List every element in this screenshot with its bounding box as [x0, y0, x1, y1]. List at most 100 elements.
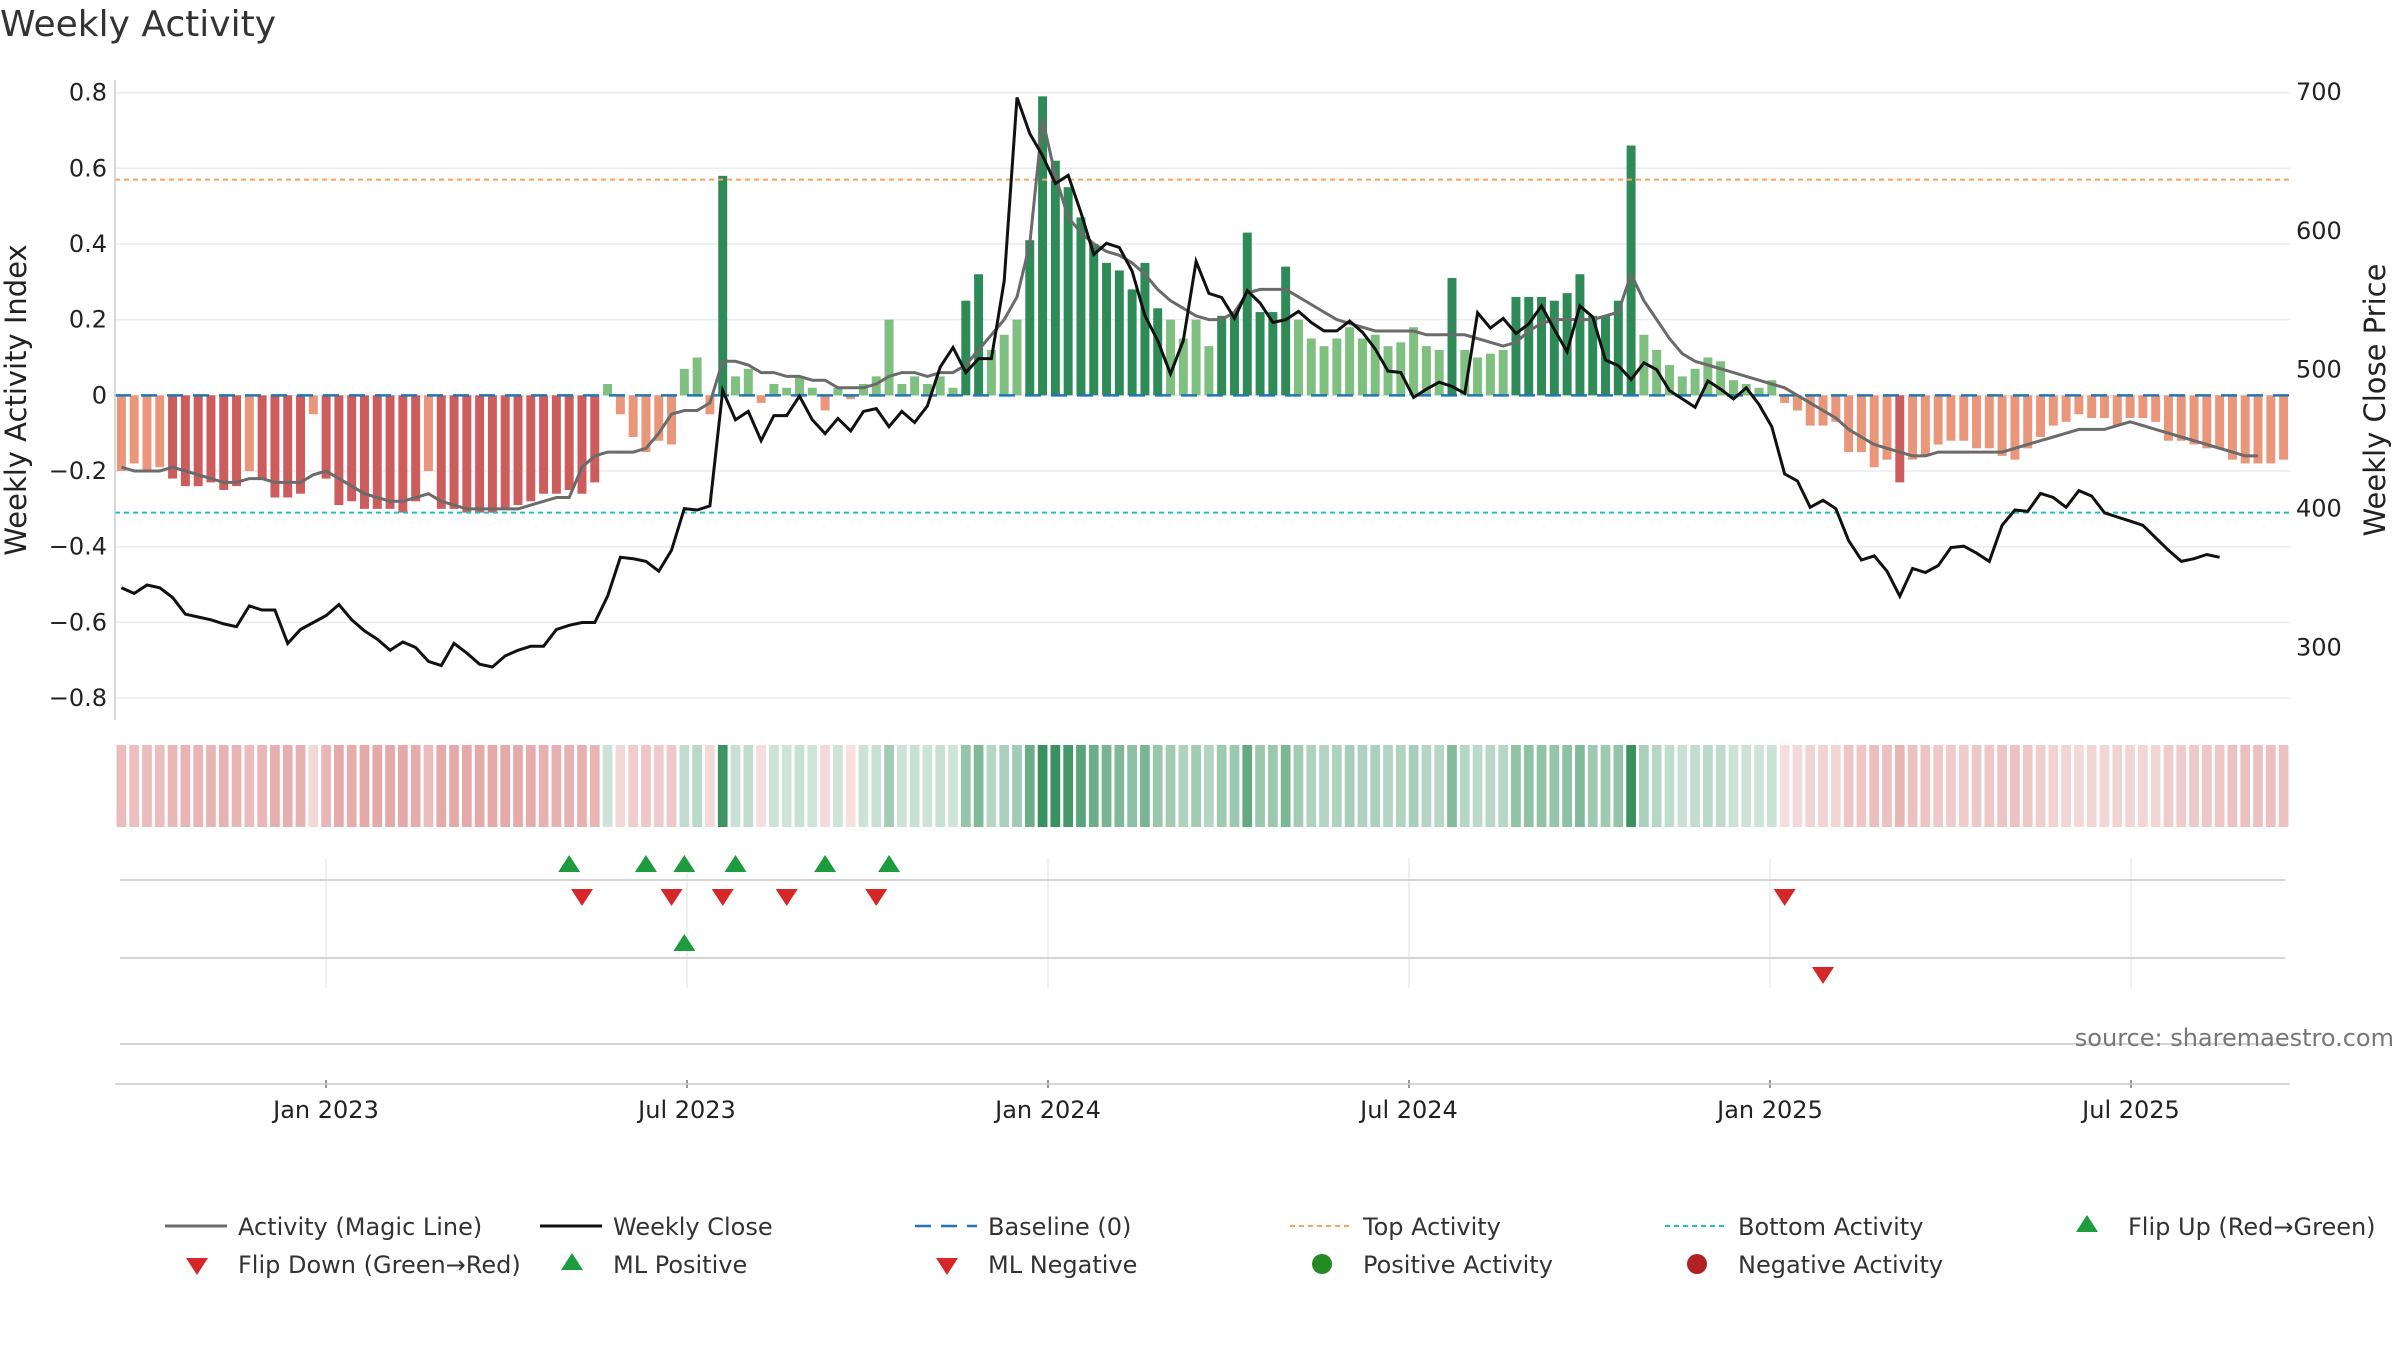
heat-cell	[1664, 745, 1675, 827]
y-left-tick-label: 0.8	[69, 79, 107, 107]
activity-bar	[334, 395, 344, 506]
heat-cell	[449, 745, 459, 827]
activity-bar	[2189, 395, 2199, 445]
activity-bar	[2112, 395, 2122, 426]
activity-bar	[1153, 308, 1163, 396]
heat-cell	[794, 745, 805, 827]
heat-cell	[1037, 745, 1048, 827]
heat-cell	[1587, 745, 1598, 827]
heat-cell	[487, 745, 498, 827]
activity-bar	[1434, 349, 1444, 396]
activity-bar	[2010, 395, 2020, 460]
heat-cell	[1933, 745, 1944, 827]
activity-bar	[1485, 353, 1495, 396]
heat-cell	[154, 745, 165, 827]
heat-cell	[1830, 745, 1841, 827]
heat-cell	[2253, 745, 2263, 827]
activity-bar	[193, 395, 203, 487]
activity-bar	[986, 349, 996, 396]
heat-cell	[896, 745, 907, 827]
activity-bar	[2279, 395, 2289, 460]
legend-entry-label: Positive Activity	[1363, 1251, 1553, 1279]
heat-cell	[999, 745, 1010, 827]
heat-cell	[564, 745, 575, 827]
activity-bar	[1498, 349, 1508, 396]
activity-bar	[628, 395, 638, 437]
ml-negative-marker	[1812, 967, 1835, 984]
reference-lines	[115, 178, 2290, 514]
activity-bar	[116, 395, 126, 472]
activity-bar	[385, 395, 395, 509]
activity-bar	[372, 395, 382, 509]
legend-entry-label: ML Positive	[613, 1251, 747, 1279]
activity-bar	[283, 395, 293, 498]
heat-cell	[960, 745, 971, 827]
heat-cell	[1242, 745, 1253, 827]
activity-bar	[1050, 160, 1060, 396]
heat-cell	[2278, 745, 2289, 827]
heat-cell	[167, 745, 178, 827]
heat-cell	[1088, 745, 1099, 827]
heat-cell	[1818, 745, 1828, 827]
heat-cell	[1856, 745, 1867, 827]
heat-cell	[2150, 745, 2161, 827]
heat-cell	[922, 745, 933, 827]
activity-bar	[1281, 266, 1291, 396]
heat-cell	[1498, 745, 1509, 827]
heat-cell	[1536, 745, 1547, 827]
heat-cell	[1575, 745, 1585, 827]
activity-bar	[2074, 395, 2084, 415]
heat-cell	[1472, 745, 1483, 827]
activity-bar	[168, 395, 178, 479]
heat-cell	[346, 745, 357, 827]
y-left-axis-title: Weekly Activity Index	[0, 244, 33, 555]
heat-cell	[2112, 745, 2123, 827]
activity-bar	[743, 368, 753, 396]
activity-bar	[807, 387, 817, 396]
activity-bar	[1716, 361, 1726, 396]
heat-cell	[295, 745, 306, 827]
activity-bar	[1178, 338, 1188, 396]
heat-cell	[2074, 745, 2084, 827]
heat-cell	[1408, 745, 1419, 827]
flip-down-marker	[865, 889, 888, 906]
heat-cell	[180, 745, 191, 827]
y-right-tick-label: 400	[2296, 495, 2342, 523]
heat-cell	[2227, 745, 2238, 827]
x-tick-label: Jan 2025	[1715, 1096, 1823, 1124]
heat-cell	[1677, 745, 1688, 827]
legend-entry-label: Baseline (0)	[988, 1213, 1131, 1241]
activity-bar	[667, 395, 677, 445]
activity-bar	[1191, 319, 1201, 396]
heat-cell	[1204, 745, 1214, 827]
heat-cell	[1012, 745, 1022, 827]
x-tick-label: Jul 2025	[2080, 1096, 2180, 1124]
heat-cell	[1140, 745, 1150, 827]
activity-bar	[1946, 395, 1956, 441]
activity-bar	[1997, 395, 2007, 456]
activity-bar	[615, 395, 625, 415]
legend-entry-label: Bottom Activity	[1738, 1213, 1923, 1241]
flip-up-marker	[634, 855, 657, 872]
activity-bar	[935, 376, 945, 396]
activity-bar	[820, 395, 830, 411]
activity-bar	[2176, 395, 2186, 441]
heat-cell	[1971, 745, 1982, 827]
activity-heat-strip	[116, 745, 2289, 827]
heat-cell	[653, 745, 664, 827]
heat-cell	[730, 745, 741, 827]
heat-cell	[948, 745, 958, 827]
activity-bar	[1012, 319, 1022, 396]
activity-bar	[1076, 217, 1086, 396]
activity-bar	[2048, 395, 2058, 426]
legend-swatch-ml-negative	[936, 1258, 958, 1275]
activity-bar	[1345, 327, 1355, 396]
heat-cell	[807, 745, 818, 827]
weekly-close-series	[120, 96, 2220, 669]
heat-cell	[218, 745, 229, 827]
heat-cell	[1178, 745, 1189, 827]
activity-bar	[1102, 262, 1112, 396]
activity-bar	[1409, 327, 1419, 396]
legend-swatch-negative-activity	[1687, 1254, 1707, 1274]
heat-cell	[1383, 745, 1393, 827]
